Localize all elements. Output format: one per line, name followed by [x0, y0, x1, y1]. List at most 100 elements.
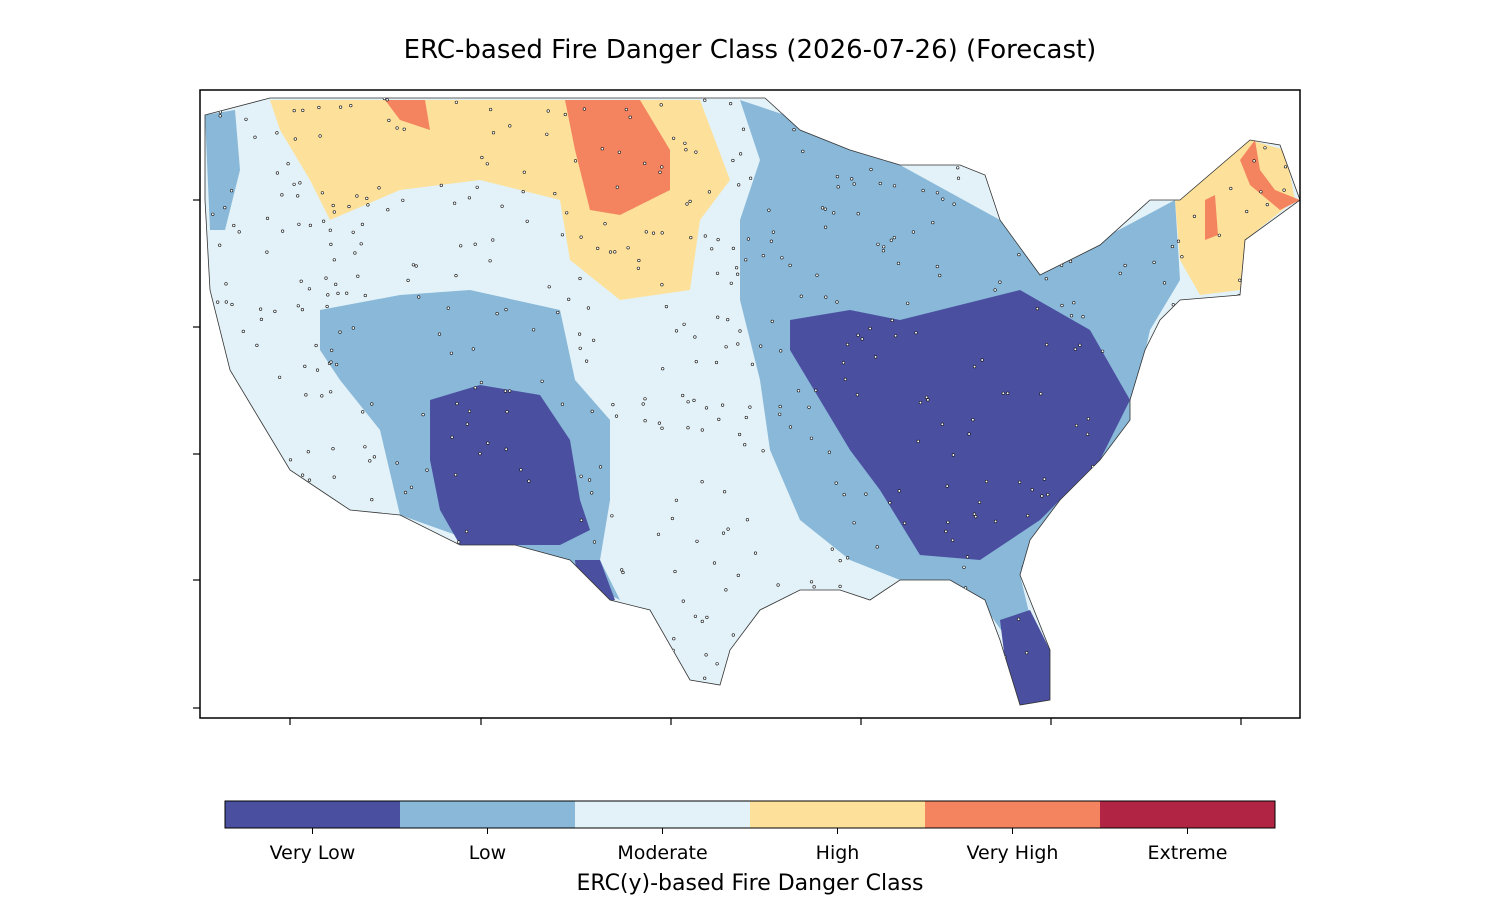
station	[890, 318, 894, 323]
station	[951, 453, 956, 457]
station	[736, 342, 740, 346]
station	[972, 512, 977, 516]
station	[962, 109, 966, 113]
station	[1277, 295, 1281, 300]
station	[728, 101, 733, 106]
station	[1176, 239, 1181, 243]
station	[984, 479, 989, 484]
station	[311, 563, 315, 568]
station	[928, 98, 932, 102]
station	[856, 212, 860, 216]
station	[356, 274, 360, 278]
station	[919, 142, 924, 146]
station	[620, 663, 624, 668]
station	[587, 478, 592, 482]
station	[1085, 540, 1089, 544]
station	[737, 432, 742, 437]
station	[237, 230, 241, 234]
station	[365, 196, 369, 200]
station	[370, 498, 374, 502]
station	[1085, 432, 1090, 436]
station	[314, 343, 318, 348]
station	[586, 306, 591, 310]
station	[1192, 214, 1196, 218]
station	[641, 402, 645, 406]
station	[218, 243, 222, 247]
station	[389, 687, 393, 692]
station	[503, 389, 508, 393]
station	[660, 283, 664, 287]
station	[881, 249, 886, 253]
station	[1005, 682, 1010, 686]
station	[331, 447, 335, 451]
station	[920, 620, 924, 625]
station	[578, 346, 582, 350]
station	[710, 247, 714, 251]
station	[771, 230, 776, 234]
station	[643, 419, 647, 423]
station	[386, 208, 390, 212]
station	[1282, 188, 1286, 192]
station	[1201, 166, 1205, 170]
station	[342, 533, 346, 537]
station	[268, 626, 272, 630]
station	[1258, 467, 1262, 471]
station	[494, 670, 498, 674]
station	[265, 529, 270, 534]
station	[1103, 137, 1107, 141]
station	[372, 455, 377, 459]
station	[940, 153, 945, 157]
station	[927, 647, 931, 652]
station	[842, 117, 846, 122]
station	[1191, 576, 1195, 581]
station	[918, 401, 923, 405]
station	[406, 278, 410, 283]
station	[489, 107, 493, 112]
station	[297, 222, 301, 226]
station	[365, 623, 369, 627]
station	[1162, 524, 1166, 528]
station	[694, 360, 698, 364]
station	[495, 312, 499, 316]
station	[835, 175, 840, 179]
station	[595, 670, 599, 675]
station	[935, 191, 940, 195]
station	[882, 245, 886, 249]
station	[1255, 101, 1260, 105]
station	[1238, 98, 1243, 101]
station	[712, 690, 716, 694]
station	[868, 326, 872, 331]
station	[378, 689, 383, 693]
station	[682, 322, 686, 326]
station	[347, 204, 351, 209]
station	[941, 653, 945, 658]
station	[290, 652, 294, 656]
station	[351, 326, 355, 330]
station	[1201, 306, 1205, 310]
station	[275, 171, 280, 175]
station	[1238, 278, 1242, 282]
station	[799, 294, 803, 298]
colorbar-class-label: Very High	[967, 842, 1059, 864]
station	[611, 403, 615, 407]
station	[628, 115, 632, 119]
station	[921, 188, 925, 193]
station	[387, 118, 391, 122]
station	[635, 620, 639, 625]
station	[259, 317, 264, 322]
station	[744, 415, 748, 420]
station	[338, 330, 342, 334]
station	[278, 375, 282, 379]
station	[892, 236, 896, 240]
station	[370, 402, 374, 406]
station	[1070, 511, 1075, 516]
station	[388, 573, 392, 578]
station	[841, 361, 846, 365]
station	[1013, 175, 1017, 179]
station	[1200, 513, 1205, 517]
station	[329, 360, 333, 364]
station	[230, 189, 234, 193]
station	[613, 250, 617, 254]
station	[1244, 291, 1248, 295]
station	[571, 654, 575, 658]
